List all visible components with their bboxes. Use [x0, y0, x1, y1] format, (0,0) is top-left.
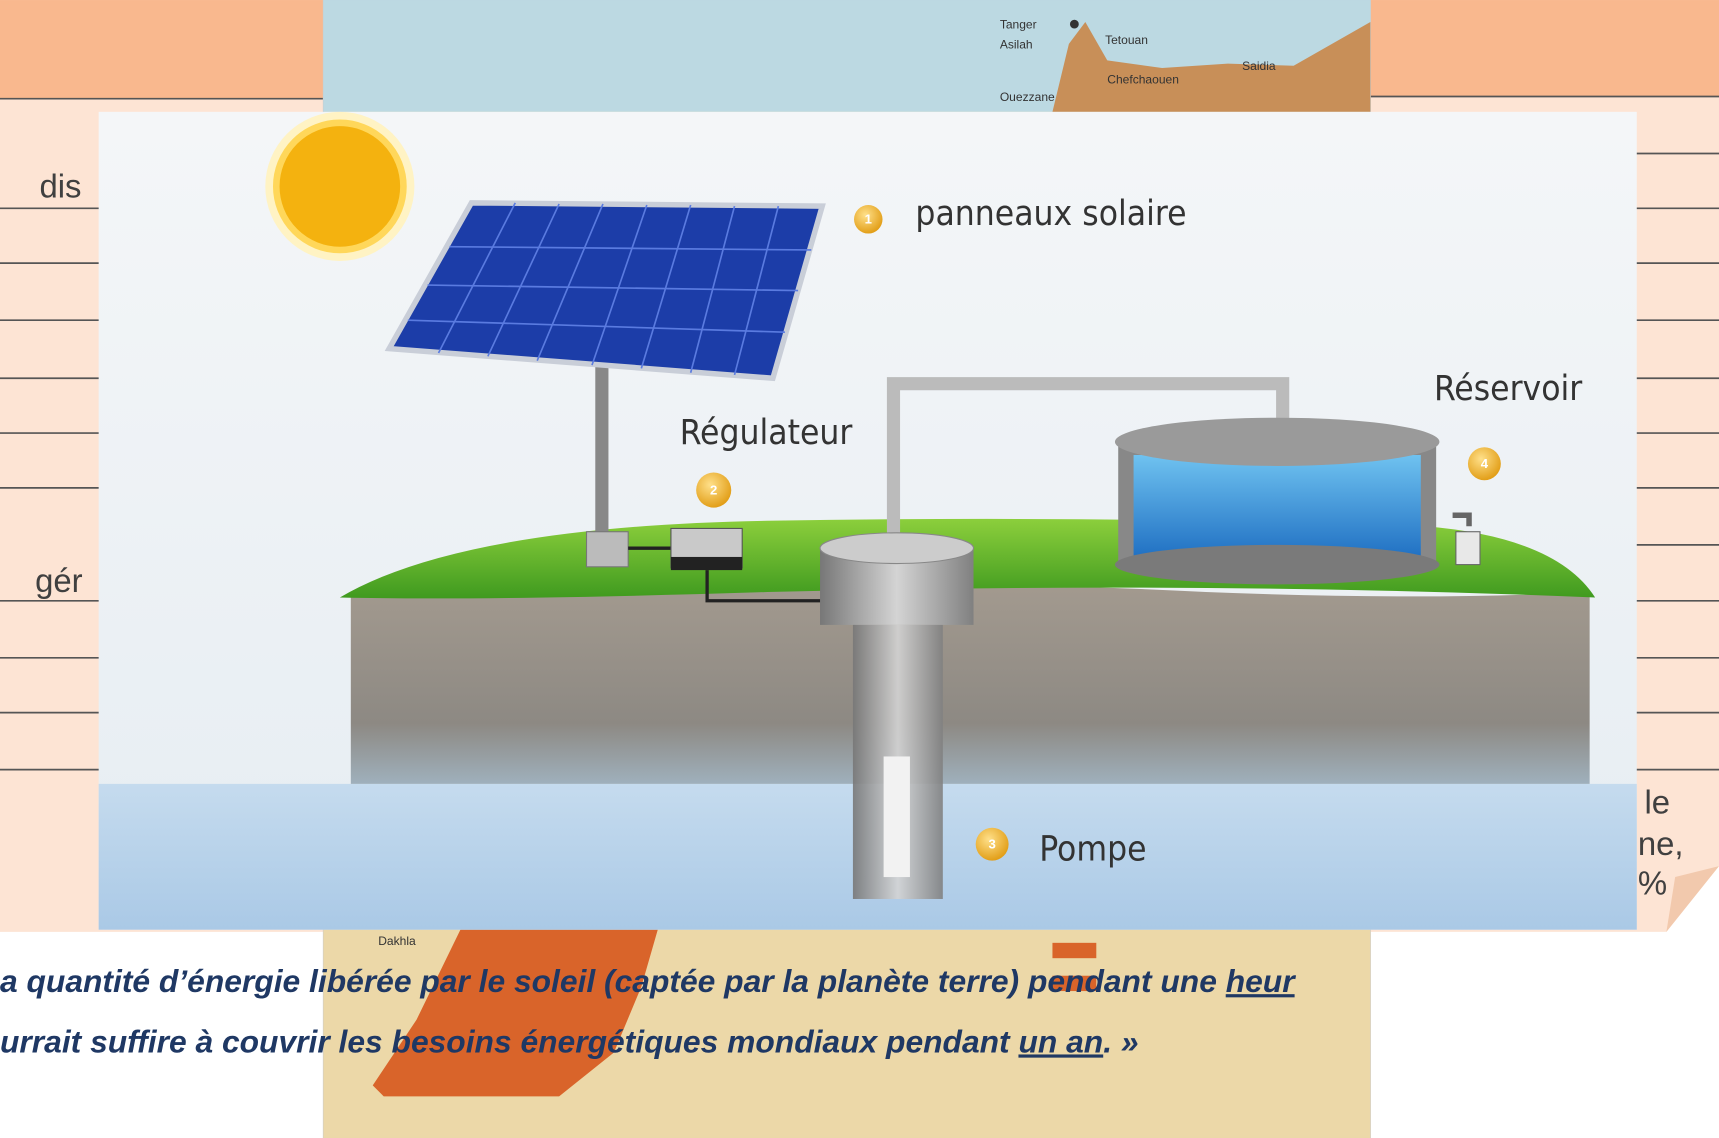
- badge: [975, 827, 1009, 861]
- component-label: Pompe: [1039, 829, 1146, 870]
- map-region: [372, 929, 658, 1097]
- badge: [696, 472, 732, 508]
- regulator-base: [670, 556, 743, 571]
- panel-grid: [407, 202, 812, 376]
- map-legend-swatch: [1052, 942, 1097, 959]
- panel-pole: [595, 361, 609, 538]
- header-cell: [1370, 0, 1719, 97]
- map-legend-swatch: [1052, 975, 1097, 992]
- cell-text: le: [1644, 783, 1670, 820]
- page-curl: [1666, 866, 1719, 932]
- map-label: Asilah: [1000, 37, 1033, 51]
- quote-underlined: heur: [1226, 963, 1297, 999]
- soil: [350, 582, 1590, 784]
- sun: [272, 119, 407, 254]
- map-label: Ouezzane: [1000, 90, 1055, 104]
- badge-number: 2: [710, 482, 717, 497]
- component-label: Régulateur: [680, 412, 853, 453]
- map-label: Dakhla: [378, 934, 416, 948]
- map-label: Saidia: [1242, 59, 1276, 73]
- pump-top: [819, 532, 975, 565]
- pump-body: [883, 756, 910, 878]
- component-label: panneaux solaire: [915, 193, 1186, 234]
- cell-text: dis: [39, 167, 81, 204]
- reservoir-bottom: [1114, 544, 1440, 585]
- cell-text: gér: [35, 562, 83, 599]
- map-label: Tanger: [1000, 18, 1037, 32]
- quote-text: urrait suffire à couvrir les besoins éne…: [0, 1023, 1018, 1059]
- map-label: Tetouan: [1105, 33, 1148, 47]
- quote-text: a quantité d’énergie libérée par le sole…: [0, 963, 1226, 999]
- wire: [705, 570, 834, 603]
- reservoir-lid: [1114, 417, 1440, 466]
- quote-line: urrait suffire à couvrir les besoins éne…: [0, 1023, 1139, 1059]
- badge-number: 1: [865, 212, 872, 227]
- city-dot: [1069, 19, 1079, 29]
- component-label: Réservoir: [1434, 368, 1582, 409]
- quote-text: . »: [1103, 1023, 1138, 1059]
- badge: [854, 205, 883, 234]
- header-cell: [0, 0, 329, 99]
- tap: [1452, 512, 1472, 527]
- reservoir-water: [1133, 454, 1421, 560]
- badge-number: 4: [1481, 456, 1489, 471]
- map-label: Chefchaouen: [1107, 72, 1179, 86]
- quote-line: a quantité d’énergie libérée par le sole…: [0, 963, 1296, 999]
- map-land: [1052, 21, 1371, 112]
- cell-text: ne,: [1638, 825, 1684, 862]
- bucket: [1455, 531, 1481, 566]
- cell-text: %: [1638, 865, 1667, 902]
- quote-underlined: un an: [1018, 1023, 1103, 1059]
- pipe: [886, 377, 1290, 549]
- badge: [1467, 447, 1501, 481]
- diagram: 1 panneaux solaire 2 Régulateur 3 Pompe …: [98, 111, 1637, 930]
- pole-base: [585, 531, 629, 568]
- badge-number: 3: [988, 837, 995, 852]
